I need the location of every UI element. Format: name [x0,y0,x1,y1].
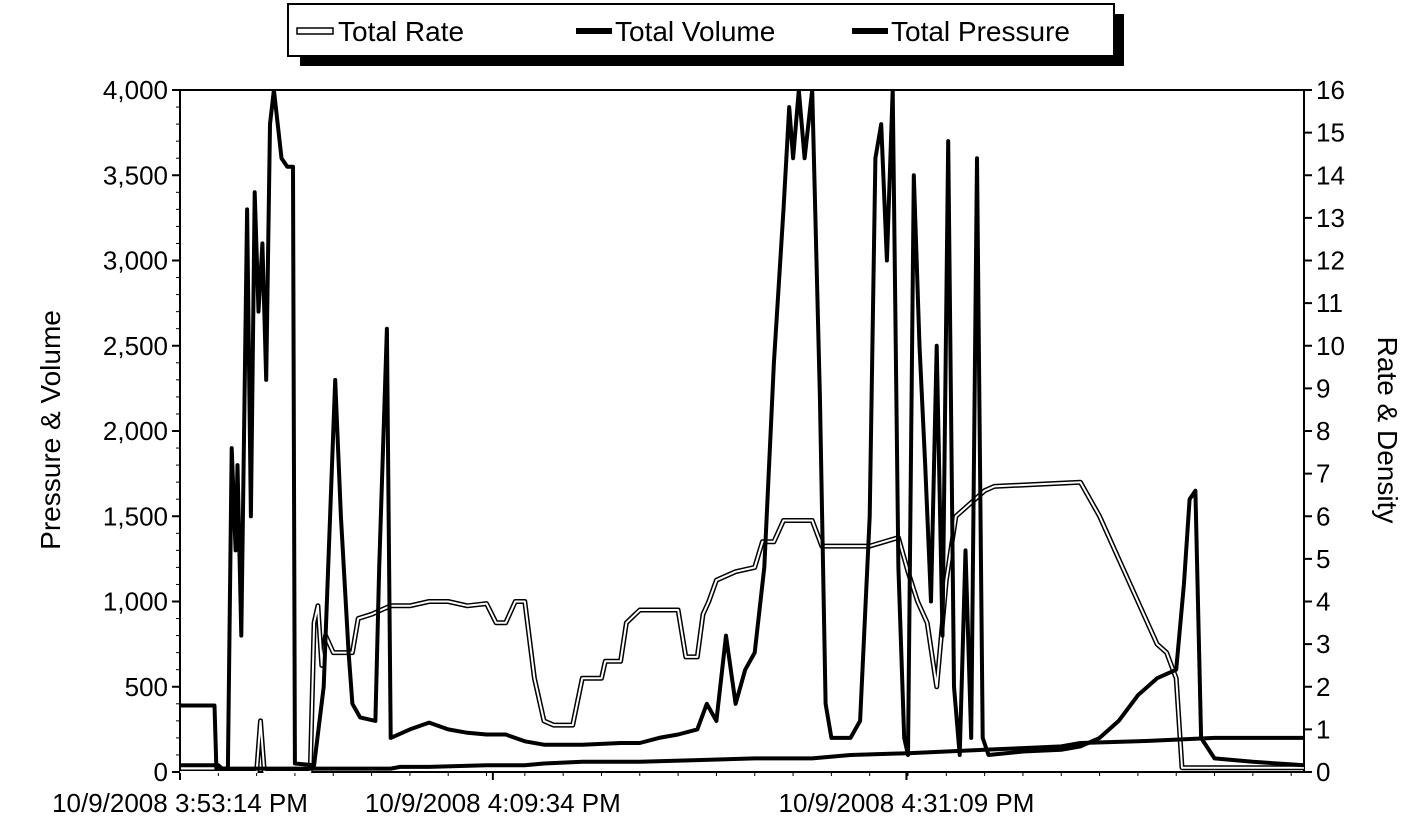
y-right-tick-label: 2 [1316,672,1330,702]
series-total-pressure-line [180,89,1304,771]
legend-item-total-rate[interactable]: Total Rate [296,16,464,47]
y-left-tick-label: 1,500 [103,501,168,531]
y-right-tick-label: 10 [1316,331,1345,361]
legend-box [287,3,1115,57]
legend-swatch-total-rate [296,27,334,35]
x-tick-label: 10/9/2008 3:53:14 PM [52,788,308,818]
y-left-tick-label: 3,500 [103,160,168,190]
y-right-tick-label: 9 [1316,373,1330,403]
y-right-tick-label: 16 [1316,75,1345,105]
y-right-tick-label: 6 [1316,501,1330,531]
y-left-tick-label: 1,000 [103,587,168,617]
y-left-tick-label: 4,000 [103,75,168,105]
y-right-tick-label: 15 [1316,118,1345,148]
y-right-axis-title: Rate & Density [1372,337,1403,524]
x-tick-label: 10/9/2008 4:31:09 PM [779,788,1035,818]
series-total-volume-line [180,735,1304,771]
y-left-tick-label: 2,000 [103,416,168,446]
plot-area: 0 500 1,000 1,500 2,000 2,500 3,000 3,500 4,000 0… [52,75,1345,818]
y-right-tick-label: 13 [1316,203,1345,233]
y-right-tick-label: 4 [1316,587,1330,617]
x-tick-label: 10/9/2008 4:09:34 PM [365,788,621,818]
legend-label-total-volume: Total Volume [615,16,775,47]
legend-label-total-rate: Total Rate [338,16,464,47]
y-right-tick-label: 5 [1316,544,1330,574]
y-right-tick-label: 1 [1316,714,1330,744]
y-left-tick-label: 3,000 [103,246,168,276]
legend-label-total-pressure: Total Pressure [891,16,1070,47]
y-right-tick-label: 8 [1316,416,1330,446]
legend-swatch-total-pressure [852,28,888,34]
y-right-tick-label: 7 [1316,459,1330,489]
legend: Total Rate Total Volume Total Pressure [287,3,1124,66]
series-total-rate-line [180,481,1304,773]
y-right-tick-label: 11 [1316,288,1343,318]
y-left-tick-label: 2,500 [103,331,168,361]
y-left-tick-label: 0 [154,757,168,787]
y-right-tick-label: 12 [1316,246,1345,276]
y-left-tick-label: 500 [125,672,168,702]
legend-swatch-total-volume [576,28,612,34]
legend-item-total-pressure[interactable]: Total Pressure [852,16,1070,47]
y-right-tick-label: 14 [1316,160,1345,190]
y-right-tick-label: 0 [1316,757,1330,787]
legend-item-total-volume[interactable]: Total Volume [576,16,775,47]
y-right-tick-label: 3 [1316,629,1330,659]
y-left-axis-title: Pressure & Volume [35,310,66,550]
